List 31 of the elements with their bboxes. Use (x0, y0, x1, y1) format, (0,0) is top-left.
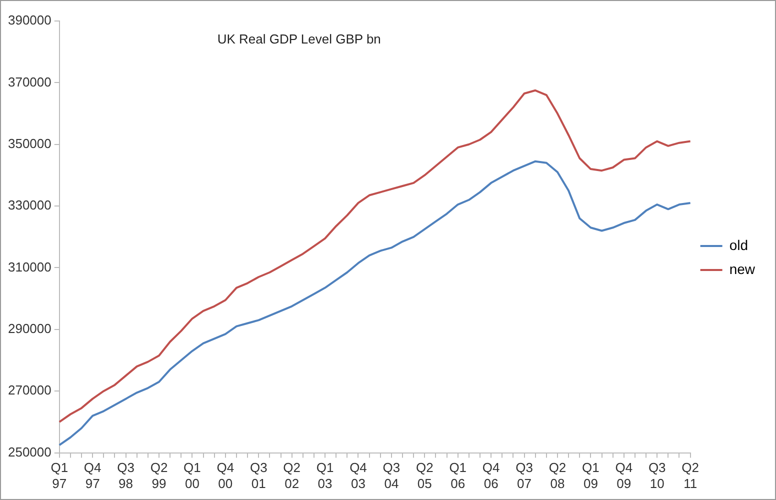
y-tick-label: 250000 (8, 444, 52, 460)
x-tick-label: Q4 03 (350, 460, 367, 491)
x-tick-label: Q1 97 (50, 460, 68, 491)
y-tick-label: 390000 (8, 12, 52, 28)
x-tick-label: Q2 05 (416, 460, 434, 491)
legend-label: new (729, 260, 756, 277)
y-tick-label: 310000 (8, 259, 52, 274)
x-tick-label: Q4 09 (615, 460, 633, 491)
legend-label: old (729, 236, 748, 253)
x-tick-label: Q2 99 (150, 460, 168, 491)
x-tick-label: Q3 10 (648, 460, 666, 491)
y-tick-label: 370000 (8, 74, 52, 90)
x-tick-label: Q2 02 (283, 460, 300, 491)
x-tick-label: Q2 11 (682, 460, 699, 491)
x-tick-label: Q1 06 (449, 460, 467, 491)
y-tick-label: 350000 (8, 136, 52, 151)
x-tick-label: Q3 98 (117, 460, 134, 491)
y-tick-label: 270000 (8, 382, 52, 398)
y-tick-label: 290000 (8, 321, 52, 336)
x-tick-label: Q3 07 (516, 460, 533, 491)
x-tick-label: Q4 97 (84, 460, 102, 491)
x-tick-label: Q1 09 (582, 460, 600, 491)
y-tick-label: 330000 (8, 198, 52, 213)
x-tick-label: Q1 00 (184, 460, 201, 491)
x-tick-label: Q1 03 (316, 460, 334, 491)
x-tick-label: Q4 00 (216, 460, 234, 491)
x-tick-label: Q3 04 (382, 460, 400, 491)
x-tick-label: Q2 08 (548, 460, 566, 491)
text: UK Real GDP Level GBP bn (217, 32, 381, 47)
x-tick-label: Q3 01 (250, 460, 268, 491)
x-tick-label: Q4 06 (482, 460, 500, 491)
